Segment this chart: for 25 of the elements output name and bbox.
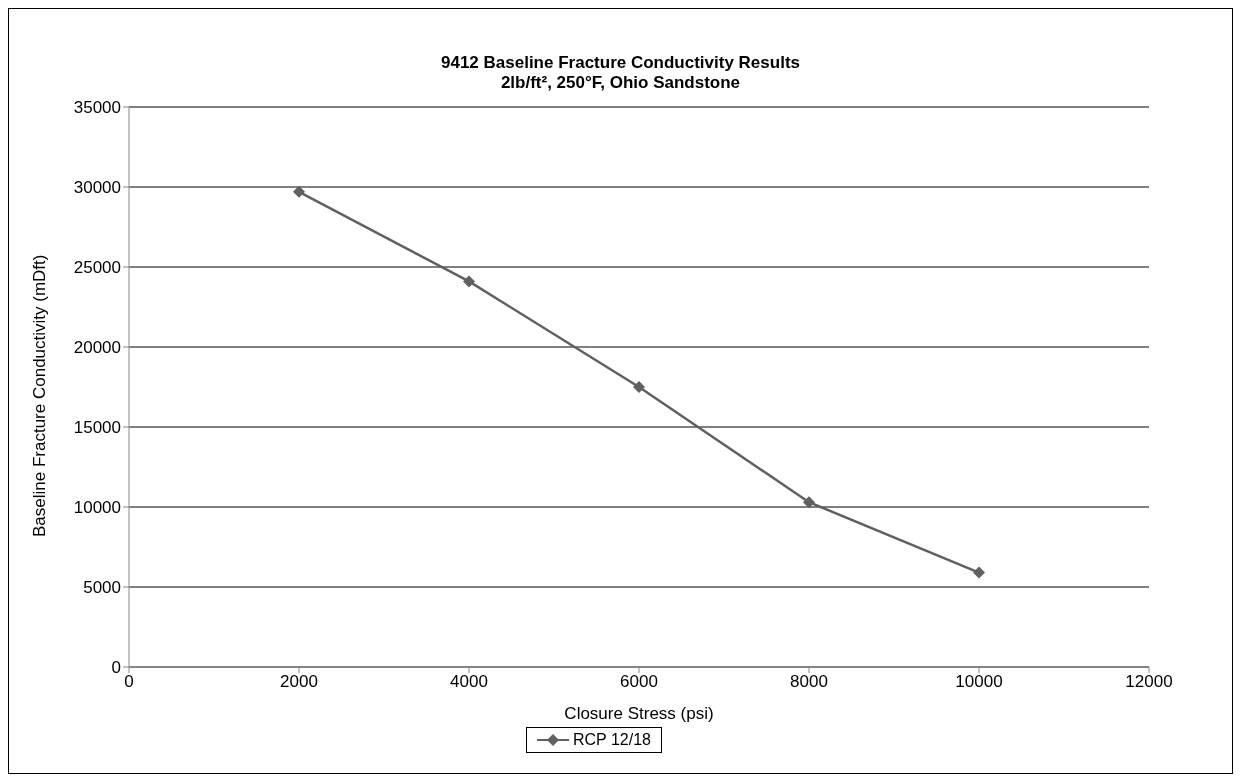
x-tick-label: 0 [124,672,134,692]
x-tick-label: 2000 [280,672,318,692]
x-tick-label: 10000 [955,672,1003,692]
point [293,185,305,198]
x-tick-label: 8000 [790,672,828,692]
y-tick-label: 25000 [73,258,121,278]
y-tick-label: 20000 [73,338,121,358]
x-tick-label: 6000 [620,672,658,692]
point [803,496,815,509]
chart-subtitle: 2lb/ft², 250°F, Ohio Sandstone [499,73,742,93]
x-tick-label: 12000 [1125,672,1173,692]
y-axis-title: Baseline Fracture Conductivity (mDft) [30,254,50,537]
chart-title: 9412 Baseline Fracture Conductivity Results [440,53,801,73]
y-tick-label: 30000 [73,178,121,198]
y-tick-label: 10000 [73,498,121,518]
point [973,566,985,579]
x-tick-label: 4000 [450,672,488,692]
y-tick-label: 0 [111,658,121,678]
point [463,275,475,288]
legend-label: RCP 12/18 [572,731,651,749]
y-tick-label: 15000 [73,418,121,438]
y-tick-label: 5000 [83,578,121,598]
y-tick-label: 35000 [73,98,121,118]
x-axis-title: Closure Stress (psi) [564,704,714,723]
point [633,381,645,393]
